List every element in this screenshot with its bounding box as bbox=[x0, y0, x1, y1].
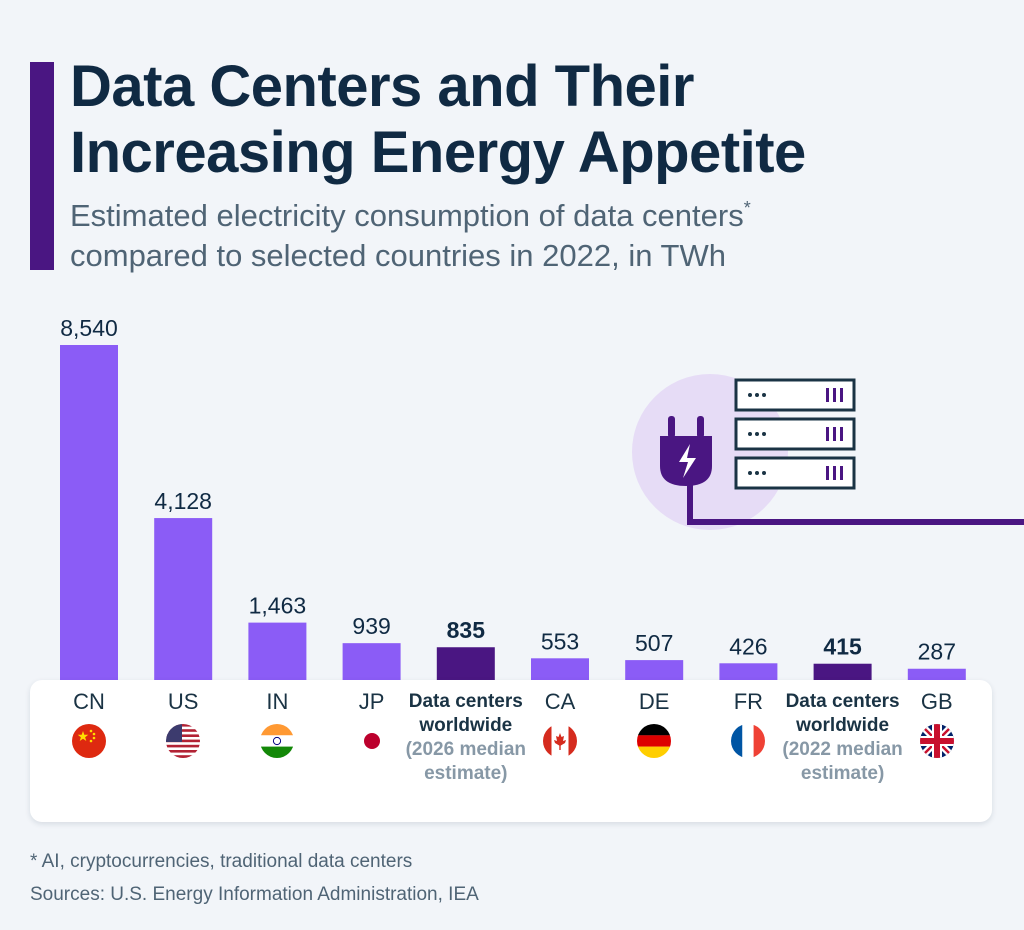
usa-flag-icon bbox=[166, 724, 201, 758]
value-label: 553 bbox=[541, 628, 579, 654]
chart-title: Data Centers and Their Increasing Energy… bbox=[70, 54, 806, 186]
category-subtitle: (2026 median estimate) bbox=[405, 739, 526, 784]
bar-fr bbox=[719, 663, 778, 680]
category-label: JP bbox=[358, 689, 385, 714]
bar-jp bbox=[342, 643, 401, 680]
category-label: IN bbox=[266, 689, 289, 714]
subtitle-line-2: compared to selected countries in 2022, … bbox=[70, 238, 726, 273]
category-data-centers: Data centers worldwide (2026 median estim… bbox=[391, 690, 541, 786]
title-line-1: Data Centers and Their bbox=[70, 54, 694, 119]
value-label: 939 bbox=[352, 613, 390, 639]
footnote: * AI, cryptocurrencies, traditional data… bbox=[30, 851, 413, 872]
title-line-2: Increasing Energy Appetite bbox=[70, 120, 806, 185]
value-label: 8,540 bbox=[60, 315, 118, 341]
bar-data-centers-5 bbox=[436, 647, 495, 680]
subtitle-asterisk: * bbox=[743, 198, 751, 218]
bar-data-centers-9 bbox=[813, 663, 872, 680]
value-label: 415 bbox=[823, 634, 862, 660]
subtitle-line-1: Estimated electricity consumption of dat… bbox=[70, 198, 751, 233]
category-fr: FR bbox=[673, 690, 823, 758]
category-us: US bbox=[108, 690, 258, 758]
india-flag-icon bbox=[260, 724, 295, 758]
category-label: DE bbox=[638, 689, 670, 714]
value-label: 4,128 bbox=[154, 488, 212, 514]
japan-flag-icon bbox=[354, 724, 389, 758]
category-data-centers: Data centers worldwide (2022 median estim… bbox=[768, 690, 918, 786]
canada-flag-icon bbox=[543, 724, 577, 758]
uk-flag-icon bbox=[919, 724, 954, 758]
bars-group bbox=[60, 345, 966, 680]
bar-de bbox=[625, 660, 684, 680]
category-in: IN bbox=[202, 690, 352, 758]
cable-line bbox=[687, 482, 1024, 525]
china-flag-icon bbox=[72, 724, 106, 758]
category-cn: CN bbox=[14, 690, 164, 758]
title-accent-bar bbox=[30, 62, 54, 270]
category-label: Data centers worldwide bbox=[408, 691, 523, 736]
category-jp: JP bbox=[297, 690, 447, 758]
category-label: CN bbox=[73, 689, 105, 714]
bar-cn bbox=[60, 345, 118, 680]
plug-and-server-rack-icon bbox=[632, 374, 1024, 530]
category-label: Data centers worldwide bbox=[785, 691, 900, 736]
bar-in bbox=[248, 622, 307, 680]
value-label: 507 bbox=[635, 630, 673, 656]
category-label: FR bbox=[733, 689, 764, 714]
category-label: US bbox=[167, 689, 199, 714]
bar-gb bbox=[907, 668, 966, 680]
category-de: DE bbox=[579, 690, 729, 758]
category-gb: GB bbox=[862, 690, 1012, 758]
chart-subtitle: Estimated electricity consumption of dat… bbox=[70, 196, 751, 276]
bar-us bbox=[154, 518, 213, 680]
category-ca: CA bbox=[485, 690, 635, 758]
germany-flag-icon bbox=[637, 724, 672, 758]
sources-note: Sources: U.S. Energy Information Adminis… bbox=[30, 884, 479, 905]
value-label: 426 bbox=[729, 633, 767, 659]
value-label: 835 bbox=[447, 617, 486, 643]
category-label: CA bbox=[544, 689, 576, 714]
value-label: 287 bbox=[918, 639, 956, 665]
value-labels-group: 8,540 4,128 1,463 939 835 553 507 426 415 287 bbox=[60, 315, 956, 665]
server-rack-icon bbox=[734, 378, 856, 490]
category-subtitle: (2022 median estimate) bbox=[782, 739, 903, 784]
value-label: 1,463 bbox=[249, 593, 307, 619]
plug-icon bbox=[660, 416, 712, 486]
category-label: GB bbox=[920, 689, 953, 714]
france-flag-icon bbox=[731, 724, 766, 758]
category-label-panel: CN US IN JP Data centers worldwide (2026 medi… bbox=[30, 680, 992, 822]
bar-ca bbox=[531, 658, 589, 680]
